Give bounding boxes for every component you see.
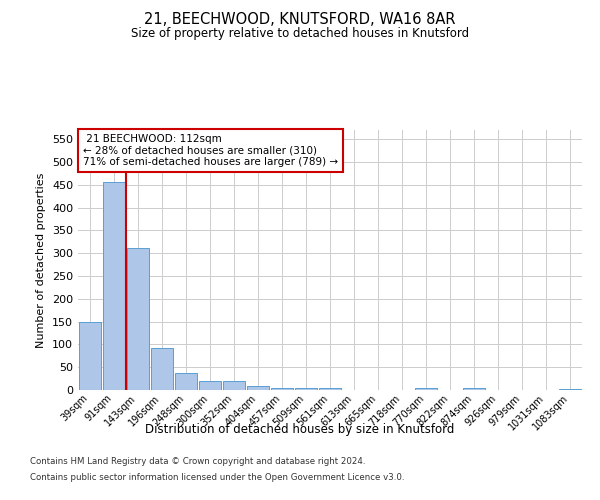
Bar xyxy=(103,182,125,390)
Bar xyxy=(319,388,341,390)
Text: Contains HM Land Registry data © Crown copyright and database right 2024.: Contains HM Land Registry data © Crown c… xyxy=(30,458,365,466)
Bar xyxy=(79,322,101,390)
Bar xyxy=(463,388,485,390)
Bar xyxy=(175,372,197,390)
Text: 21, BEECHWOOD, KNUTSFORD, WA16 8AR: 21, BEECHWOOD, KNUTSFORD, WA16 8AR xyxy=(144,12,456,28)
Bar xyxy=(415,388,437,390)
Bar xyxy=(127,248,149,390)
Bar xyxy=(223,381,245,390)
Bar xyxy=(199,382,221,390)
Bar xyxy=(271,388,293,390)
Text: Size of property relative to detached houses in Knutsford: Size of property relative to detached ho… xyxy=(131,28,469,40)
Text: 21 BEECHWOOD: 112sqm
← 28% of detached houses are smaller (310)
71% of semi-deta: 21 BEECHWOOD: 112sqm ← 28% of detached h… xyxy=(83,134,338,167)
Text: Contains public sector information licensed under the Open Government Licence v3: Contains public sector information licen… xyxy=(30,472,404,482)
Bar xyxy=(295,388,317,390)
Bar xyxy=(559,388,581,390)
Bar xyxy=(247,386,269,390)
Bar xyxy=(151,348,173,390)
Y-axis label: Number of detached properties: Number of detached properties xyxy=(37,172,46,348)
Text: Distribution of detached houses by size in Knutsford: Distribution of detached houses by size … xyxy=(145,422,455,436)
